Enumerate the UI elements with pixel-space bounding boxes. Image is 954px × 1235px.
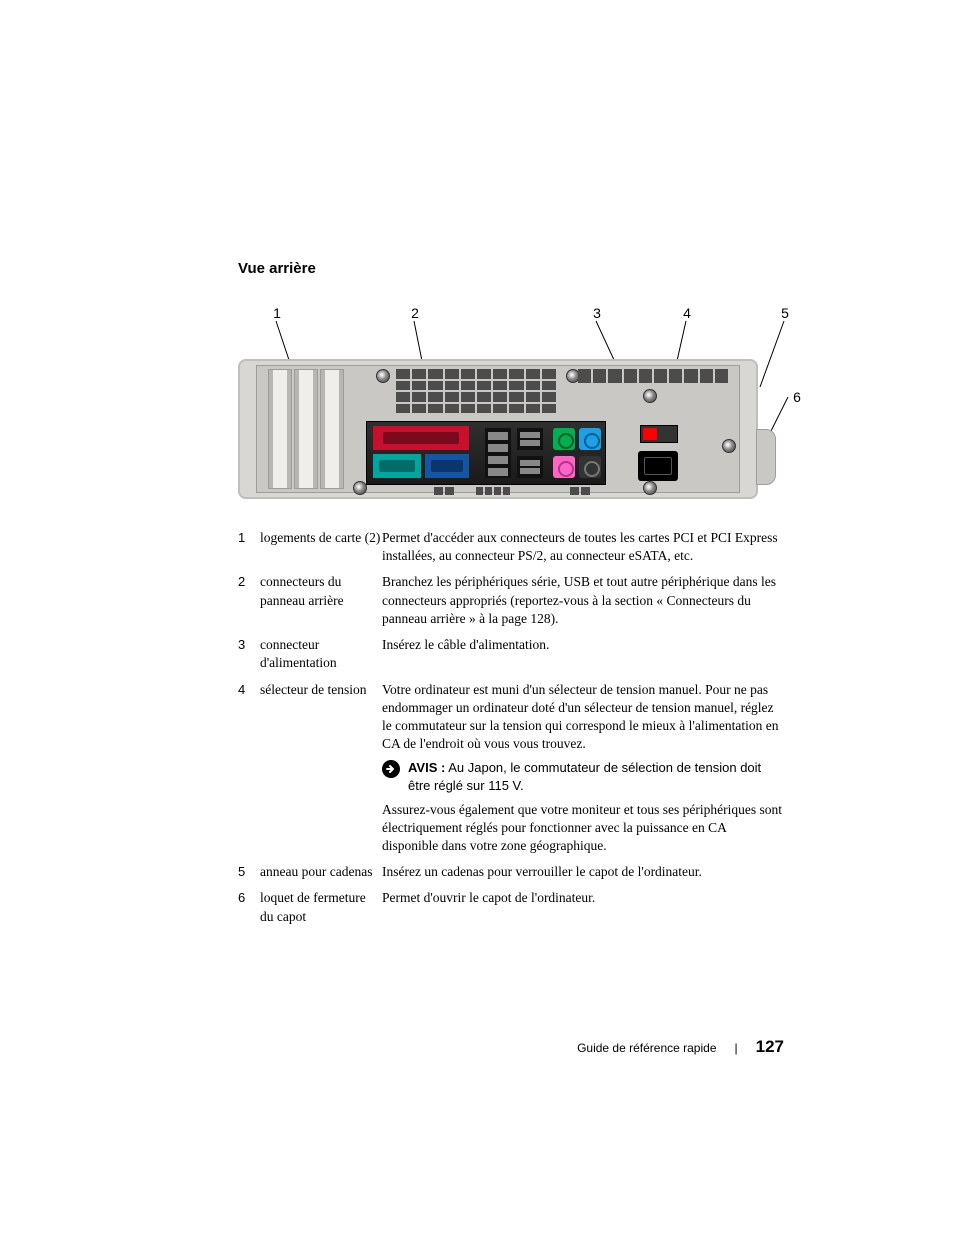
footer-separator: | (735, 1041, 738, 1055)
power-connector (638, 451, 678, 481)
callout-4: 4 (680, 305, 694, 321)
item-number: 3 (238, 632, 260, 676)
table-row: 3 connecteur d'alimentation Insérez le c… (238, 632, 784, 676)
rear-view-diagram: 1 2 3 4 5 6 (238, 305, 784, 505)
notice-label: AVIS : (408, 760, 445, 775)
item-desc: Permet d'ouvrir le capot de l'ordinateur… (382, 885, 784, 929)
table-row: 2 connecteurs du panneau arrière Branche… (238, 569, 784, 632)
item-number: 6 (238, 885, 260, 929)
item-term: anneau pour cadenas (260, 859, 382, 885)
item-desc: Insérez un cadenas pour verrouiller le c… (382, 859, 784, 885)
item-number: 4 (238, 677, 260, 860)
voltage-selector (640, 425, 678, 443)
callout-1: 1 (270, 305, 284, 321)
item-desc: Branchez les périphériques série, USB et… (382, 569, 784, 632)
item-term: connecteur d'alimentation (260, 632, 382, 676)
callout-5: 5 (778, 305, 792, 321)
callout-6: 6 (790, 389, 804, 405)
page-footer: Guide de référence rapide | 127 (577, 1037, 784, 1057)
item-number: 1 (238, 525, 260, 569)
item-term: logements de carte (2) (260, 525, 382, 569)
item-term: connecteurs du panneau arrière (260, 569, 382, 632)
item-term: sélecteur de tension (260, 677, 382, 860)
footer-page-number: 127 (756, 1037, 784, 1057)
table-row: 1 logements de carte (2) Permet d'accéde… (238, 525, 784, 569)
callout-descriptions: 1 logements de carte (2) Permet d'accéde… (238, 525, 784, 930)
item-number: 2 (238, 569, 260, 632)
callout-2: 2 (408, 305, 422, 321)
table-row: 4 sélecteur de tension Votre ordinateur … (238, 677, 784, 860)
callout-3: 3 (590, 305, 604, 321)
section-title: Vue arrière (238, 260, 784, 277)
item-number: 5 (238, 859, 260, 885)
cover-latch (756, 429, 776, 485)
notice-arrow-icon (382, 760, 400, 778)
table-row: 5 anneau pour cadenas Insérez un cadenas… (238, 859, 784, 885)
table-row: 6 loquet de fermeture du capot Permet d'… (238, 885, 784, 929)
item-desc: Votre ordinateur est muni d'un sélecteur… (382, 677, 784, 860)
notice-text: Au Japon, le commutateur de sélection de… (408, 760, 761, 793)
item-term: loquet de fermeture du capot (260, 885, 382, 929)
footer-doc-title: Guide de référence rapide (577, 1041, 716, 1055)
item-desc: Permet d'accéder aux connecteurs de tout… (382, 525, 784, 569)
item-desc: Insérez le câble d'alimentation. (382, 632, 784, 676)
io-panel (366, 421, 606, 485)
notice-block: AVIS : Au Japon, le commutateur de sélec… (382, 759, 784, 794)
chassis (238, 359, 758, 499)
